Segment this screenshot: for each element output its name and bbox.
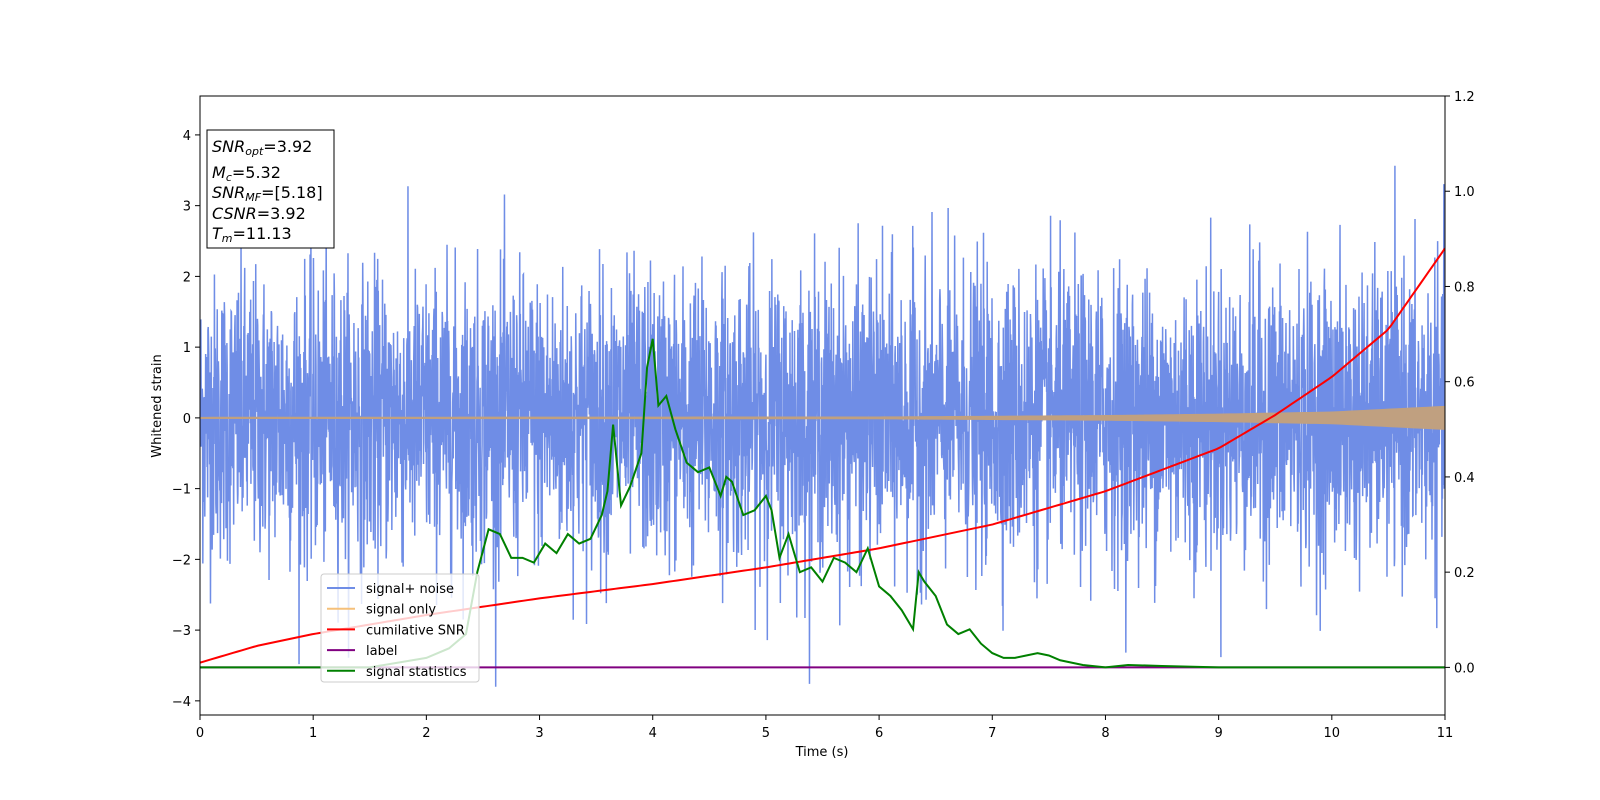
x-tick-label: 4 — [649, 726, 657, 741]
y-right-tick-label: 1.2 — [1454, 90, 1475, 105]
legend-label: label — [366, 644, 397, 659]
signal-statistics-line — [200, 338, 1445, 669]
info-box-frame — [206, 129, 335, 249]
x-tick-label: 6 — [875, 726, 883, 741]
legend-label: cumilative SNR — [366, 623, 465, 638]
legend-frame — [320, 573, 480, 683]
y-right-tick-label: 0.2 — [1454, 566, 1475, 581]
mc-text: Mc=5.32 — [212, 163, 281, 184]
y-left-tick-label: 3 — [183, 200, 191, 215]
snr-opt-text: SNRopt=3.92 — [212, 137, 312, 158]
x-tick-label: 3 — [535, 726, 543, 741]
legend: signal+ noise signal only cumilative SNR la… — [320, 573, 480, 683]
y-right-tick-label: 1.0 — [1454, 185, 1475, 200]
legend-item: signal+ noise — [327, 582, 454, 597]
legend-label: signal only — [366, 603, 436, 618]
y-left-tick-label: 2 — [183, 270, 191, 285]
x-tick-label: 9 — [1214, 726, 1222, 741]
x-tick-label: 2 — [422, 726, 430, 741]
legend-item: signal statistics — [327, 665, 467, 680]
legend-label: signal statistics — [366, 665, 467, 680]
legend-item: cumilative SNR — [327, 623, 465, 638]
x-tick-label: 7 — [988, 726, 996, 741]
y-left-tick-label: 4 — [183, 129, 191, 144]
y-right-tick-label: 0.6 — [1454, 376, 1475, 391]
y-left-tick-label: −1 — [172, 483, 191, 498]
tm-text: Tm=11.13 — [212, 224, 292, 245]
y-left-tick-label: −3 — [172, 624, 191, 639]
axes-frame — [199, 95, 1446, 716]
right-y-axis-ticks: 0.0 0.2 0.4 0.6 0.8 1.0 1.2 — [1445, 90, 1475, 676]
y-right-tick-label: 0.0 — [1454, 661, 1475, 676]
signal-noise-line — [200, 165, 1445, 687]
x-tick-label: 1 — [309, 726, 317, 741]
x-tick-label: 8 — [1101, 726, 1109, 741]
y-left-tick-label: 1 — [183, 341, 191, 356]
y-left-tick-label: −4 — [172, 695, 191, 710]
signal-only-band — [200, 405, 1445, 430]
x-tick-label: 0 — [196, 726, 204, 741]
legend-label: signal+ noise — [366, 582, 454, 597]
y-right-tick-label: 0.8 — [1454, 280, 1475, 295]
x-axis-ticks: 0 1 2 3 4 5 6 7 8 9 10 11 — [196, 715, 1453, 741]
csnr-text: CSNR=3.92 — [212, 204, 306, 223]
legend-item: label — [327, 644, 397, 659]
x-tick-label: 5 — [762, 726, 770, 741]
left-y-axis-ticks: −4 −3 −2 −1 0 1 2 3 4 — [172, 129, 200, 710]
snr-mf-text: SNRMF=[5.18] — [212, 183, 323, 204]
info-box: SNRopt=3.92 Mc=5.32 SNRMF=[5.18] CSNR=3.… — [206, 129, 335, 249]
y-axis-label: Whitened strain — [150, 354, 165, 457]
legend-item: signal only — [327, 603, 436, 618]
x-axis-label: Time (s) — [795, 745, 849, 760]
y-left-tick-label: −2 — [172, 553, 191, 568]
x-tick-label: 11 — [1437, 726, 1454, 741]
x-tick-label: 10 — [1324, 726, 1341, 741]
y-right-tick-label: 0.4 — [1454, 471, 1475, 486]
y-left-tick-label: 0 — [183, 412, 191, 427]
